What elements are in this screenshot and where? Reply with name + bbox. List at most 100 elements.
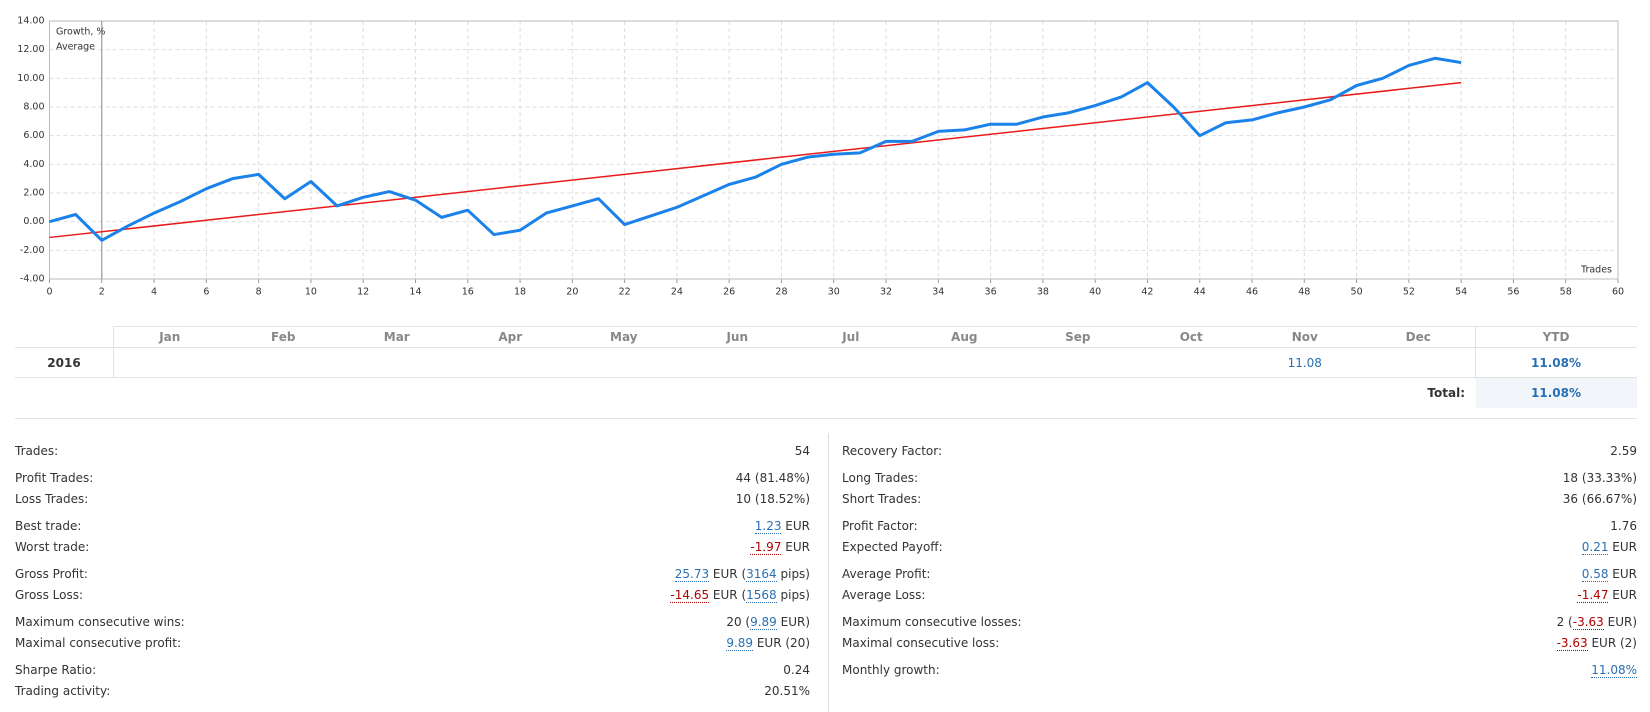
y-tick-label: 6.00 bbox=[23, 130, 44, 141]
stat-row: Monthly growth: 11.08% bbox=[842, 659, 1637, 680]
stat-value: 0.24 bbox=[783, 663, 810, 677]
stat-label: Recovery Factor: bbox=[842, 443, 943, 458]
table-line bbox=[1475, 326, 1476, 377]
stat-row: Sharpe Ratio: 0.24 bbox=[15, 659, 810, 680]
y-tick-label: -4.00 bbox=[20, 274, 45, 285]
value-part: 54 bbox=[794, 443, 810, 458]
column-header: Jun bbox=[726, 329, 749, 344]
stat-value: 20.51% bbox=[764, 684, 810, 698]
x-tick-label: 8 bbox=[256, 287, 262, 298]
x-tick-label: 16 bbox=[462, 287, 474, 298]
value-part: EUR bbox=[781, 539, 810, 554]
stat-label: Gross Loss: bbox=[15, 587, 83, 602]
stat-label: Worst trade: bbox=[15, 539, 90, 554]
return-cell: 11.08 bbox=[1287, 355, 1322, 370]
total-bg bbox=[1476, 378, 1637, 408]
value-part: 20 ( bbox=[726, 614, 751, 629]
x-tick-label: 30 bbox=[828, 287, 840, 298]
stat-row: Trading activity: 20.51% bbox=[15, 680, 810, 701]
value-part: 1568 bbox=[746, 587, 777, 603]
x-tick-label: 22 bbox=[619, 287, 631, 298]
stat-label: Profit Factor: bbox=[842, 518, 918, 533]
x-tick-label: 58 bbox=[1560, 287, 1572, 298]
table-line bbox=[113, 326, 1637, 327]
value-part: 9.89 bbox=[726, 635, 754, 651]
value-part: 11.08% bbox=[1591, 662, 1637, 678]
value-part: -3.63 bbox=[1556, 635, 1588, 651]
y-tick-label: 14.00 bbox=[17, 16, 44, 27]
value-part: EUR) bbox=[1603, 614, 1637, 629]
value-part: 0.58 bbox=[1581, 566, 1609, 582]
x-tick-label: 6 bbox=[203, 287, 209, 298]
x-tick-label: 36 bbox=[985, 287, 997, 298]
stat-value: -1.47 EUR bbox=[1577, 587, 1637, 603]
stat-label: Long Trades: bbox=[842, 470, 919, 485]
column-header: Jul bbox=[842, 329, 860, 344]
x-tick-label: 56 bbox=[1507, 287, 1519, 298]
stat-value: 9.89 EUR (20) bbox=[726, 635, 810, 651]
stat-row: Maximum consecutive wins: 20 (9.89 EUR) bbox=[15, 611, 810, 632]
stat-row: Loss Trades: 10 (18.52%) bbox=[15, 488, 810, 509]
stat-row: Trades: 54 bbox=[15, 440, 810, 461]
total-value: 11.08% bbox=[1531, 386, 1581, 400]
stat-label: Best trade: bbox=[15, 518, 82, 533]
y-tick-label: -2.00 bbox=[20, 245, 45, 256]
stat-label: Profit Trades: bbox=[15, 470, 94, 485]
column-header: YTD bbox=[1542, 329, 1570, 344]
x-tick-label: 54 bbox=[1455, 287, 1467, 298]
stat-row: Profit Trades: 44 (81.48%) bbox=[15, 467, 810, 488]
stat-label: Maximal consecutive loss: bbox=[842, 635, 1000, 650]
x-tick-label: 4 bbox=[151, 287, 157, 298]
chart: Trades -4.00 -2.00 0.00 2.00 4.00 6.00 8.00 10.… bbox=[17, 16, 1624, 298]
value-part: 0.24 bbox=[783, 662, 810, 677]
table-line bbox=[15, 377, 1637, 378]
stat-row: Average Profit: 0.58 EUR bbox=[842, 563, 1637, 584]
value-part: EUR) bbox=[776, 614, 810, 629]
x-tick-label: 34 bbox=[932, 287, 944, 298]
x-tick-label: 26 bbox=[723, 287, 735, 298]
value-part: pips) bbox=[776, 587, 810, 602]
series-line bbox=[49, 81, 1462, 239]
column-header: Mar bbox=[383, 329, 410, 344]
plot-border bbox=[49, 20, 1619, 280]
column-header: Nov bbox=[1291, 329, 1318, 344]
stat-label: Monthly growth: bbox=[842, 662, 940, 677]
stat-value: 0.58 EUR bbox=[1581, 566, 1637, 582]
stat-label: Maximum consecutive losses: bbox=[842, 614, 1022, 629]
stat-value: -1.97 EUR bbox=[750, 539, 810, 555]
stat-row: Profit Factor: 1.76 bbox=[842, 515, 1637, 536]
stat-row: Short Trades: 36 (66.67%) bbox=[842, 488, 1637, 509]
value-part: 25.73 bbox=[674, 566, 710, 582]
y-tick-label: 10.00 bbox=[17, 73, 44, 84]
stat-label: Average Loss: bbox=[842, 587, 926, 602]
value-part: EUR ( bbox=[709, 566, 747, 581]
stat-value: 11.08% bbox=[1591, 662, 1637, 678]
value-part: 36 (66.67%) bbox=[1562, 491, 1637, 506]
stat-label: Average Profit: bbox=[842, 566, 931, 581]
stat-label: Trades: bbox=[15, 443, 59, 458]
value-part: -14.65 bbox=[670, 587, 710, 603]
column-header: Sep bbox=[1065, 329, 1091, 344]
stat-label: Loss Trades: bbox=[15, 491, 89, 506]
stat-value: 18 (33.33%) bbox=[1563, 471, 1637, 485]
stat-row: Gross Profit: 25.73 EUR (3164 pips) bbox=[15, 563, 810, 584]
x-tick-label: 44 bbox=[1194, 287, 1206, 298]
value-part: EUR (20) bbox=[753, 635, 810, 650]
stat-value: 25.73 EUR (3164 pips) bbox=[674, 566, 810, 582]
stat-label: Maximal consecutive profit: bbox=[15, 635, 181, 650]
value-part: EUR bbox=[1608, 539, 1637, 554]
value-part: 2 ( bbox=[1556, 614, 1573, 629]
column-header: Jan bbox=[159, 329, 181, 344]
stat-row: Maximal consecutive loss: -3.63 EUR (2) bbox=[842, 632, 1637, 653]
value-part: 3164 bbox=[746, 566, 777, 582]
x-tick-label: 42 bbox=[1141, 287, 1153, 298]
stat-value: 20 (9.89 EUR) bbox=[726, 614, 810, 630]
table-line bbox=[113, 326, 114, 377]
stat-label: Sharpe Ratio: bbox=[15, 662, 97, 677]
y-tick-label: 0.00 bbox=[23, 216, 44, 227]
value-part: 20.51% bbox=[764, 683, 810, 698]
x-tick-label: 0 bbox=[46, 287, 52, 298]
y-tick-label: 12.00 bbox=[17, 44, 44, 55]
stat-row: Long Trades: 18 (33.33%) bbox=[842, 467, 1637, 488]
